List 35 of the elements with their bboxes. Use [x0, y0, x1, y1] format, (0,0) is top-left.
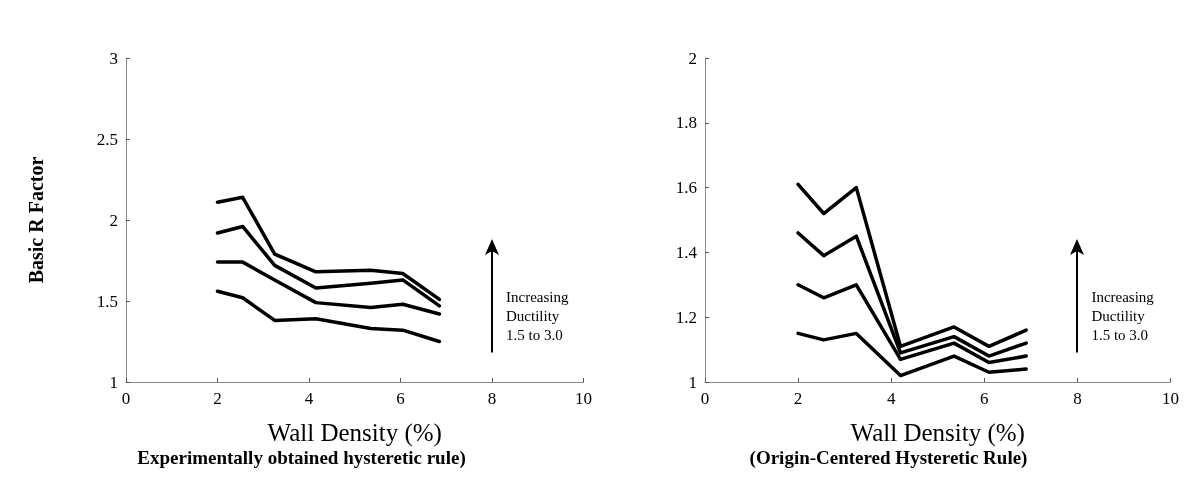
x-axis-title: Wall Density (%)	[267, 419, 442, 447]
y-tick-label: 1.4	[675, 242, 698, 262]
annotation: Increasing Ductility 1.5 to 3.0	[506, 289, 569, 344]
x-tick-label: 10	[1162, 389, 1179, 408]
y-tick-label: 1.5	[96, 291, 118, 311]
x-tick-label: 4	[304, 389, 314, 408]
line-series	[215, 260, 442, 316]
line-series	[796, 331, 1028, 378]
x-tick-label: 8	[487, 389, 497, 408]
line-series	[215, 224, 442, 308]
x-tick-label: 6	[396, 389, 405, 408]
y-tick-label: 1	[688, 372, 697, 392]
text: (Origin-Centered Hysteretic Rule)	[749, 447, 1028, 469]
x-tick-label: 0	[700, 389, 710, 408]
x-tick-label: 6	[980, 389, 989, 408]
x-tick-label: 2	[793, 389, 803, 408]
y-tick-label: 1.2	[675, 307, 697, 327]
y-tick-label: 1	[109, 372, 118, 392]
line-series	[215, 289, 442, 344]
y-tick-label: 3	[109, 48, 118, 68]
text: Experimentally obtained hysteretic rule)	[137, 447, 466, 469]
x-axis-title: Wall Density (%)	[850, 419, 1025, 447]
y-tick-label: 2	[688, 48, 697, 68]
x-tick-label: 10	[575, 389, 592, 408]
y-axis-title: Basic R Factor	[25, 156, 47, 284]
annotation: Increasing Ductility 1.5 to 3.0	[1091, 289, 1155, 344]
x-tick-label: 8	[1073, 389, 1082, 408]
y-tick-label: 2.5	[96, 129, 118, 149]
y-tick-label: 1.8	[675, 113, 697, 133]
y-tick-label: 2	[109, 210, 118, 230]
line-series	[215, 195, 442, 302]
x-tick-label: 2	[213, 389, 222, 408]
x-tick-label: 4	[886, 389, 896, 408]
x-tick-label: 0	[121, 389, 131, 408]
y-tick-label: 1.6	[675, 178, 697, 198]
